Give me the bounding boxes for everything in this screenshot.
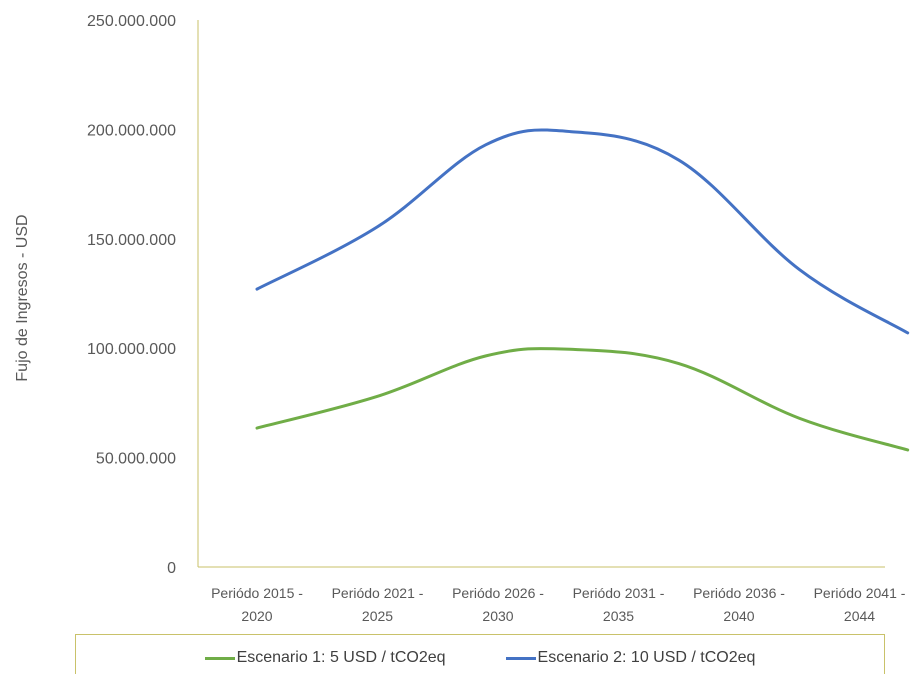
y-tick-label: 200.000.000: [87, 122, 176, 139]
y-axis-label: Fujo de Ingresos - USD: [14, 214, 31, 381]
line-chart: 0 50.000.000 100.000.000 150.000.000 200.000…: [14, 13, 910, 624]
x-tick-label: Periódo 2015 -2020: [211, 585, 303, 624]
y-tick-label: 150.000.000: [87, 232, 176, 249]
y-axis-ticks: 0 50.000.000 100.000.000 150.000.000 200.000…: [87, 13, 176, 577]
series-line-2: [255, 128, 910, 335]
series-line-1: [255, 347, 910, 452]
series-group: [255, 128, 910, 452]
legend-swatch-series-2: [505, 656, 536, 660]
legend-item-series-2: Escenario 2: 10 USD / tCO2eq: [505, 649, 756, 667]
y-tick-label: 100.000.000: [87, 341, 176, 358]
legend-swatch-series-1: [204, 656, 235, 660]
x-tick-label: Periódo 2026 -2030: [452, 585, 544, 624]
y-tick-label: 50.000.000: [96, 451, 176, 468]
y-tick-label: 250.000.000: [87, 13, 176, 30]
x-tick-label: Periódo 2021 -2025: [332, 585, 424, 624]
x-tick-label: Periódo 2031 -2035: [573, 585, 665, 624]
legend-label-series-2: Escenario 2: 10 USD / tCO2eq: [537, 649, 756, 666]
y-tick-label: 0: [167, 560, 176, 577]
x-tick-label: Periódo 2041 -2044: [814, 585, 906, 624]
x-axis-ticks: Periódo 2015 -2020 Periódo 2021 -2025 Peri…: [211, 585, 906, 624]
legend-label-series-1: Escenario 1: 5 USD / tCO2eq: [236, 649, 446, 666]
legend: Escenario 1: 5 USD / tCO2eq Escenario 2:…: [75, 634, 885, 674]
legend-item-series-1: Escenario 1: 5 USD / tCO2eq: [204, 649, 446, 667]
x-tick-label: Periódo 2036 -2040: [693, 585, 785, 624]
